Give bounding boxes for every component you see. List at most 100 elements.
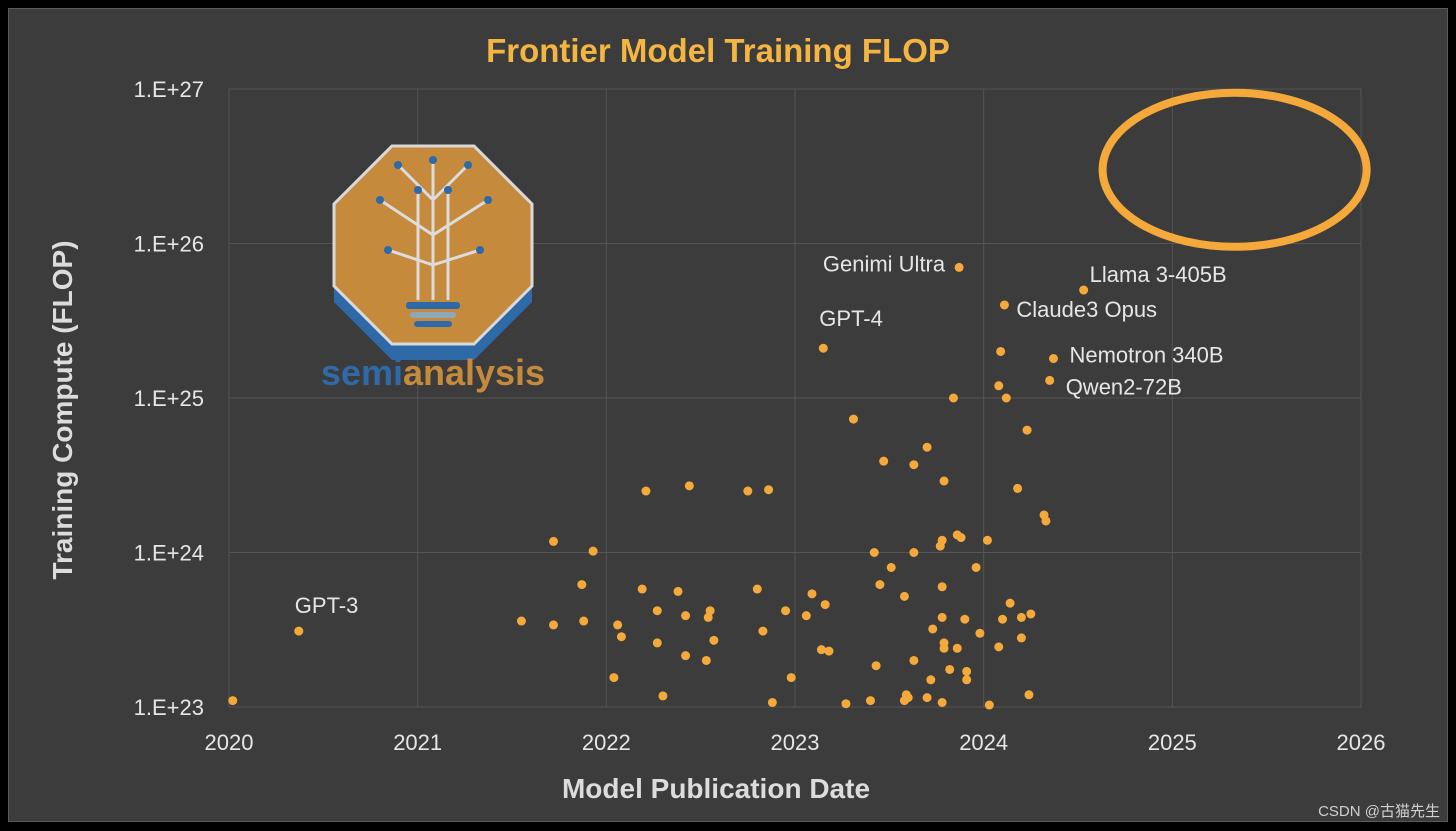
data-point — [701, 655, 711, 665]
data-point — [848, 414, 858, 424]
data-point — [962, 666, 972, 676]
x-tick-label: 2025 — [1148, 730, 1197, 755]
labeled-data-point — [1079, 285, 1089, 295]
data-point — [801, 611, 811, 621]
labeled-data-point — [954, 262, 964, 272]
point-label: Claude3 Opus — [1016, 297, 1157, 322]
data-point — [945, 664, 955, 674]
y-tick-label: 1.E+25 — [134, 386, 204, 411]
data-point — [1026, 609, 1036, 619]
data-point — [781, 606, 791, 616]
data-point — [948, 393, 958, 403]
data-point — [971, 562, 981, 572]
x-tick-label: 2021 — [393, 730, 442, 755]
data-point — [807, 589, 817, 599]
data-point — [613, 620, 623, 630]
data-point — [1041, 516, 1051, 526]
data-point — [903, 693, 913, 703]
data-point — [956, 533, 966, 543]
chart-title: Frontier Model Training FLOP — [486, 32, 950, 69]
data-point — [875, 580, 885, 590]
data-point — [764, 485, 774, 495]
data-point — [767, 697, 777, 707]
data-point — [960, 614, 970, 624]
labeled-data-point — [999, 300, 1009, 310]
x-tick-label: 2020 — [205, 730, 254, 755]
data-point — [937, 582, 947, 592]
data-point — [886, 562, 896, 572]
logo-text-semi: semi — [321, 352, 403, 393]
x-tick-label: 2026 — [1337, 730, 1386, 755]
y-tick-label: 1.E+26 — [134, 232, 204, 257]
chart-frame — [8, 8, 1448, 822]
y-tick-label: 1.E+24 — [134, 541, 204, 566]
data-point — [820, 600, 830, 610]
data-point — [816, 645, 826, 655]
data-point — [984, 700, 994, 710]
data-point — [588, 546, 598, 556]
data-point — [937, 535, 947, 545]
point-label: Qwen2-72B — [1066, 374, 1182, 399]
data-point — [743, 486, 753, 496]
y-tick-label: 1.E+23 — [134, 695, 204, 720]
data-point — [1016, 612, 1026, 622]
data-point — [616, 632, 626, 642]
data-point — [681, 611, 691, 621]
data-point — [975, 628, 985, 638]
data-point — [684, 481, 694, 491]
data-point — [228, 696, 238, 706]
labeled-data-point — [818, 343, 828, 353]
data-point — [909, 655, 919, 665]
axis-ticks: 2020 2021 2022 2023 2024 2025 2026 1.E+23 1.E+24… — [134, 77, 1386, 755]
data-point — [879, 456, 889, 466]
data-point — [609, 673, 619, 683]
point-label: Llama 3-405B — [1090, 262, 1227, 287]
data-point — [926, 675, 936, 685]
data-point — [1013, 483, 1023, 493]
data-point — [998, 614, 1008, 624]
data-point — [1001, 393, 1011, 403]
data-point — [1022, 425, 1032, 435]
data-point — [871, 661, 881, 671]
data-point — [939, 476, 949, 486]
data-point — [994, 642, 1004, 652]
highlight-ellipse — [1098, 88, 1371, 251]
data-point — [705, 606, 715, 616]
labeled-data-point — [1045, 375, 1055, 385]
data-point — [641, 486, 651, 496]
data-point — [952, 643, 962, 653]
data-point — [673, 586, 683, 596]
watermark: CSDN @古猫先生 — [1318, 803, 1440, 820]
data-point — [786, 673, 796, 683]
circuit-tree-icon — [379, 160, 489, 300]
x-tick-label: 2024 — [959, 730, 1008, 755]
data-point — [982, 535, 992, 545]
data-point — [1016, 633, 1026, 643]
data-point — [937, 697, 947, 707]
data-point — [549, 620, 559, 630]
data-point — [937, 612, 947, 622]
logo-wordmark: semianalysis — [321, 352, 545, 393]
data-point — [637, 584, 647, 594]
data-point — [758, 626, 768, 636]
point-label: GPT-4 — [819, 306, 883, 331]
point-label: GPT-3 — [295, 593, 359, 618]
data-point — [549, 536, 559, 546]
data-point — [939, 638, 949, 648]
semianalysis-logo: semianalysis — [321, 144, 545, 393]
data-point — [1024, 690, 1034, 700]
x-tick-label: 2023 — [771, 730, 820, 755]
data-point — [681, 651, 691, 661]
data-point — [909, 548, 919, 557]
data-point — [824, 646, 834, 656]
data-point — [922, 693, 932, 703]
data-point — [1005, 598, 1015, 608]
data-point — [996, 346, 1006, 356]
data-points — [228, 262, 1089, 710]
data-point — [899, 591, 909, 601]
data-point — [962, 675, 972, 685]
logo-text-analysis: analysis — [403, 352, 545, 393]
data-point — [865, 696, 875, 706]
bulb-base-icon — [406, 302, 460, 327]
point-label: Nemotron 340B — [1069, 343, 1223, 368]
